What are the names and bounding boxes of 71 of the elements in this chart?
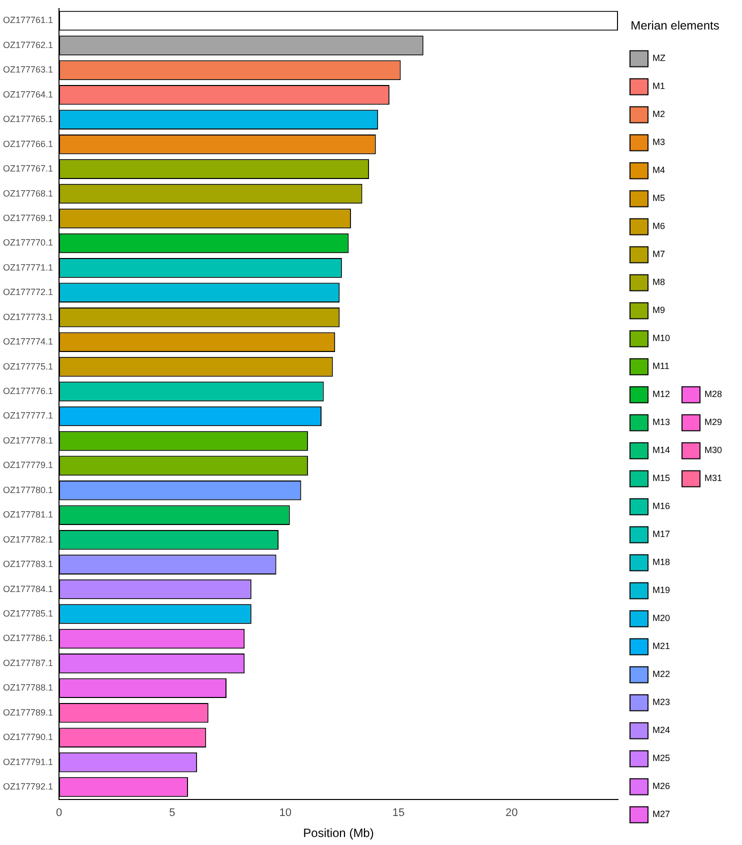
legend-label: M2 — [652, 109, 665, 120]
legend-label: M11 — [652, 361, 670, 372]
legend-label: M14 — [652, 445, 670, 456]
y-tick-label: OZ177779.1 — [2, 460, 54, 470]
x-tick-label: 5 — [169, 807, 176, 820]
legend-label: M15 — [652, 473, 670, 484]
y-tick-label: OZ177775.1 — [2, 361, 54, 372]
y-tick-label: OZ177766.1 — [2, 138, 54, 149]
y-tick-label: OZ177763.1 — [2, 64, 54, 75]
y-tick-label: OZ177773.1 — [2, 312, 54, 322]
legend-label: M13 — [652, 417, 670, 428]
legend-label: M27 — [652, 809, 670, 820]
legend-label: M16 — [652, 501, 670, 512]
y-tick-label: OZ177782.1 — [2, 534, 54, 544]
x-axis-title: Position (Mb) — [303, 826, 374, 840]
legend-label: M12 — [652, 389, 670, 400]
legend-label: M29 — [704, 417, 722, 428]
y-tick-label: OZ177769.1 — [2, 212, 54, 223]
legend-label: M23 — [652, 697, 670, 708]
x-tick-label: 15 — [392, 807, 405, 820]
y-tick-label: OZ177765.1 — [2, 114, 54, 124]
legend-label: M25 — [652, 753, 670, 764]
y-tick-label: OZ177788.1 — [2, 682, 54, 693]
y-tick-label: OZ177767.1 — [2, 164, 54, 174]
legend-label: M10 — [652, 333, 670, 344]
y-tick-label: OZ177778.1 — [2, 435, 54, 446]
y-tick-label: OZ177784.1 — [2, 584, 54, 594]
legend-label: M7 — [652, 249, 665, 260]
y-tick-label: OZ177768.1 — [2, 188, 54, 198]
y-tick-label: OZ177762.1 — [2, 40, 54, 50]
y-tick-label: OZ177790.1 — [2, 732, 54, 742]
y-tick-label: OZ177777.1 — [2, 410, 54, 421]
legend-label: M20 — [652, 613, 670, 624]
legend-label: M4 — [652, 165, 665, 176]
y-tick-label: OZ177783.1 — [2, 559, 54, 570]
y-tick-label: OZ177789.1 — [2, 707, 54, 718]
y-tick-label: OZ177764.1 — [2, 89, 54, 100]
legend-title: Merian elements — [630, 18, 720, 33]
y-tick-label: OZ177780.1 — [2, 484, 54, 495]
legend-label: M1 — [652, 81, 665, 92]
y-tick-label: OZ177771.1 — [2, 262, 54, 272]
legend-label: M5 — [652, 193, 665, 204]
legend-label: M19 — [652, 585, 670, 596]
legend-label: M28 — [704, 389, 722, 400]
y-tick-label: OZ177772.1 — [2, 287, 54, 298]
legend-label: M26 — [652, 781, 670, 792]
legend-label: M9 — [652, 305, 665, 316]
y-tick-label: OZ177787.1 — [2, 658, 54, 668]
y-tick-label: OZ177786.1 — [2, 633, 54, 644]
y-tick-label: OZ177792.1 — [2, 782, 54, 792]
legend-label: M8 — [652, 277, 665, 288]
legend-label: M24 — [652, 725, 670, 736]
y-tick-label: OZ177770.1 — [2, 238, 54, 248]
x-tick-label: 20 — [506, 807, 518, 820]
legend-label: MZ — [652, 53, 666, 64]
y-tick-label: OZ177781.1 — [2, 510, 54, 520]
legend-label: M3 — [652, 137, 665, 148]
y-tick-label: OZ177761.1 — [2, 15, 54, 26]
y-tick-label: OZ177791.1 — [2, 756, 54, 767]
legend-label: M30 — [704, 445, 722, 456]
legend-label: M18 — [652, 557, 670, 568]
legend-label: M21 — [652, 641, 670, 652]
y-tick-label: OZ177785.1 — [2, 608, 54, 618]
y-tick-label: OZ177776.1 — [2, 386, 54, 396]
legend-label: M17 — [652, 529, 670, 540]
x-tick-label: 10 — [279, 807, 292, 820]
legend-label: M31 — [704, 473, 722, 484]
x-tick-label: 0 — [56, 807, 62, 820]
legend-label: M22 — [652, 669, 670, 680]
legend-label: M6 — [652, 221, 665, 232]
y-tick-label: OZ177774.1 — [2, 336, 54, 347]
